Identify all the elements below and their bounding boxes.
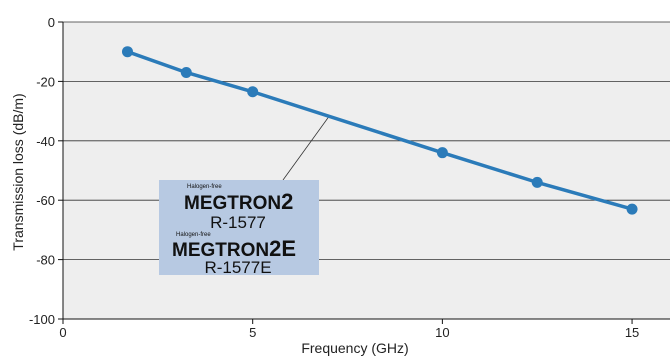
- y-tick-labels: 0 -20 -40 -60 -80 -100: [29, 15, 63, 327]
- data-point-0-1: [180, 66, 192, 78]
- halogen-free-label-1: Halogen-free: [187, 184, 222, 190]
- data-point-0-3: [436, 147, 448, 159]
- x-tick-label-3: 15: [625, 325, 639, 340]
- megtron2e-brand-name: MEGTRON: [172, 240, 269, 261]
- annotation-box: Halogen-free MEGTRON2 R-1577 Halogen-fre…: [159, 180, 319, 277]
- data-point-0-4: [531, 176, 543, 188]
- y-tick-label-2: -40: [36, 134, 55, 149]
- megtron2-brand-name: MEGTRON: [184, 193, 281, 214]
- x-tick-label-0: 0: [59, 325, 66, 340]
- data-point-0-5: [626, 203, 638, 215]
- y-tick-label-4: -80: [36, 253, 55, 268]
- x-axis-title: Frequency (GHz): [301, 340, 408, 356]
- halogen-free-label-2: Halogen-free: [176, 232, 211, 238]
- annotation-pointer-line: [282, 116, 329, 181]
- plot-area: [63, 22, 670, 319]
- series-group: [121, 46, 638, 215]
- y-tick-label-1: -20: [36, 74, 55, 89]
- megtron2-brand-suffix: 2: [281, 189, 293, 214]
- x-tick-label-1: 5: [249, 325, 256, 340]
- y-axis-title: Transmission loss (dB/m): [10, 93, 26, 250]
- y-tick-label-5: -100: [29, 312, 55, 327]
- megtron2e-brand: MEGTRON2E: [172, 236, 296, 261]
- megtron2-brand: MEGTRON2: [184, 189, 293, 214]
- data-point-0-0: [121, 46, 133, 58]
- series-line-0: [126, 50, 633, 211]
- product-r1577e: R-1577E: [204, 258, 271, 277]
- product-r1577: R-1577: [210, 213, 266, 232]
- annotation-box-background: [159, 180, 319, 275]
- data-point-0-2: [247, 86, 259, 98]
- y-tick-label-0: 0: [48, 15, 55, 30]
- x-tick-label-2: 10: [435, 325, 449, 340]
- megtron2e-brand-suffix: 2E: [269, 236, 296, 261]
- x-tick-labels: 0 5 10 15: [59, 319, 639, 340]
- y-tick-label-3: -60: [36, 193, 55, 208]
